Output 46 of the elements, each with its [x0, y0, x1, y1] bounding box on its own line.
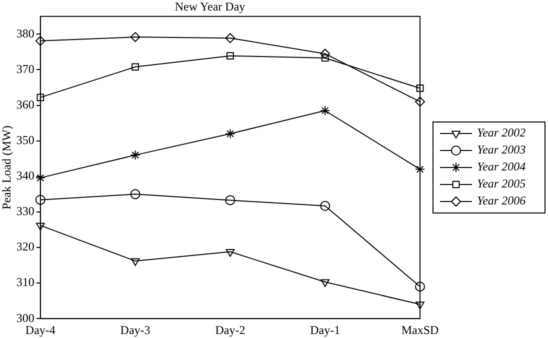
- y-tick-label: 320: [16, 240, 34, 254]
- y-tick-label: 360: [16, 97, 34, 112]
- x-tick-label: MaxSD: [401, 322, 439, 337]
- point: [35, 36, 46, 46]
- point: [416, 302, 424, 310]
- point: [415, 164, 425, 174]
- point: [36, 222, 45, 230]
- point: [225, 33, 236, 44]
- point: [226, 249, 235, 257]
- point: [320, 106, 330, 116]
- point: [320, 279, 330, 287]
- y-axis-title: Peak Load (MW): [0, 126, 14, 210]
- legend-label: Year 2003: [477, 142, 526, 157]
- y-tick-label: 330: [16, 204, 34, 218]
- point: [415, 96, 425, 107]
- y-tick-label: 380: [16, 26, 34, 40]
- legend-label: Year 2002: [477, 126, 526, 140]
- point: [35, 194, 46, 205]
- y-tick-label: 310: [16, 275, 34, 290]
- y-tick-label: 370: [16, 62, 34, 76]
- point: [225, 195, 236, 206]
- point: [226, 52, 234, 60]
- point: [225, 128, 236, 139]
- point: [320, 48, 330, 59]
- point: [130, 258, 140, 266]
- legend-label: Year 2006: [477, 194, 526, 208]
- point: [130, 150, 140, 160]
- point: [36, 94, 44, 102]
- x-tick-label: Day-2: [215, 322, 246, 337]
- x-tick-label: Day-3: [120, 322, 150, 337]
- y-tick-label: 350: [16, 132, 34, 147]
- point: [35, 172, 46, 183]
- y-tick-label: 300: [16, 310, 34, 325]
- point: [416, 84, 424, 92]
- point: [130, 189, 140, 200]
- point: [130, 32, 140, 42]
- x-tick-label: Day-4: [25, 322, 56, 337]
- legend-label: Year 2004: [477, 160, 526, 174]
- point: [132, 63, 139, 71]
- point: [415, 282, 425, 292]
- legend-label: Year 2005: [477, 176, 526, 191]
- chart-title: New Year Day: [174, 0, 246, 14]
- y-tick-label: 340: [16, 168, 34, 183]
- point: [321, 54, 329, 62]
- point: [320, 200, 330, 211]
- x-tick-label: Day-1: [310, 322, 340, 337]
